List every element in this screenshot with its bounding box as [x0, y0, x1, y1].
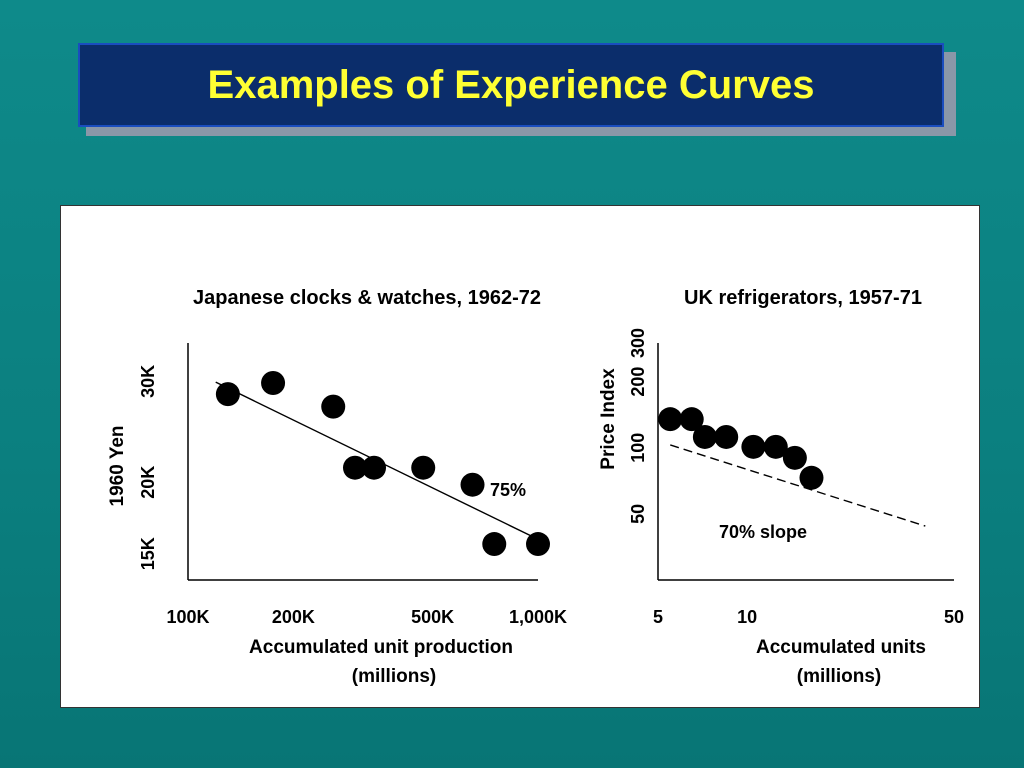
chart2-data-point — [741, 434, 766, 459]
chart1-data-point — [342, 455, 367, 480]
chart2-x-tick-labels: 5 10 50 — [653, 607, 964, 627]
chart1-data-point — [482, 532, 507, 557]
chart2-y-tick-label: 50 — [628, 504, 648, 524]
chart2-y-tick-label: 100 — [628, 433, 648, 463]
chart2-data-point — [679, 407, 704, 432]
chart2-data-point — [658, 407, 683, 432]
chart1-x-tick-label: 100K — [166, 607, 209, 627]
slide-title: Examples of Experience Curves — [207, 62, 815, 107]
chart1-data-point — [362, 455, 387, 480]
chart1-x-tick-label: 500K — [411, 607, 454, 627]
chart1-data-point — [460, 472, 485, 497]
chart2-points — [658, 407, 824, 490]
chart2-y-tick-label: 200 — [628, 367, 648, 397]
chart1-points — [215, 371, 550, 557]
chart1-y-tick-label: 30K — [138, 365, 158, 398]
chart2-data-point — [799, 465, 824, 490]
chart1-y-label: 1960 Yen — [107, 425, 128, 506]
chart-uk-refrigerators: UK refrigerators, 1957-71 5 10 50 50 100 200… — [598, 287, 964, 687]
chart1-data-point — [321, 394, 346, 419]
chart1-data-point — [215, 382, 240, 407]
chart2-data-point — [692, 424, 717, 449]
chart2-x-label: Accumulated units — [756, 637, 926, 658]
chart1-x-tick-label: 1,000K — [509, 607, 567, 627]
chart1-title: Japanese clocks & watches, 1962-72 — [193, 287, 541, 309]
title-banner: Examples of Experience Curves — [78, 43, 944, 127]
chart2-trend-segment — [670, 444, 926, 527]
chart1-x-label: Accumulated unit production — [249, 637, 513, 658]
chart2-y-label: Price Index — [598, 368, 619, 470]
chart2-y-tick-labels: 50 100 200 300 — [628, 328, 648, 524]
chart1-data-point — [411, 455, 436, 480]
charts-svg: Japanese clocks & watches, 1962-72 100K 2… — [107, 287, 964, 687]
chart-japanese-clocks: Japanese clocks & watches, 1962-72 100K 2… — [107, 287, 567, 687]
chart2-trend-line — [670, 444, 926, 527]
chart2-x-tick-label: 50 — [944, 607, 964, 627]
chart1-data-point — [526, 532, 550, 557]
chart2-data-point — [763, 434, 788, 459]
chart1-y-tick-labels: 15K 20K 30K — [138, 365, 158, 570]
chart2-annotation: 70% slope — [719, 522, 807, 542]
chart-panel: Japanese clocks & watches, 1962-72 100K 2… — [60, 205, 980, 708]
chart2-title: UK refrigerators, 1957-71 — [684, 287, 922, 309]
chart1-data-point — [261, 371, 286, 396]
chart2-x-tick-label: 10 — [737, 607, 757, 627]
chart2-y-tick-label: 300 — [628, 328, 648, 358]
chart1-x-tick-label: 200K — [272, 607, 315, 627]
chart2-x-label-unit: (millions) — [797, 666, 881, 687]
chart1-annotation: 75% — [490, 480, 526, 500]
chart1-y-tick-label: 20K — [138, 466, 158, 499]
chart2-data-point — [782, 445, 807, 470]
chart1-y-tick-label: 15K — [138, 537, 158, 570]
chart2-x-tick-label: 5 — [653, 607, 663, 627]
chart1-x-label-unit: (millions) — [352, 666, 436, 687]
chart1-x-tick-labels: 100K 200K 500K 1,000K — [166, 607, 567, 627]
chart2-data-point — [714, 424, 739, 449]
